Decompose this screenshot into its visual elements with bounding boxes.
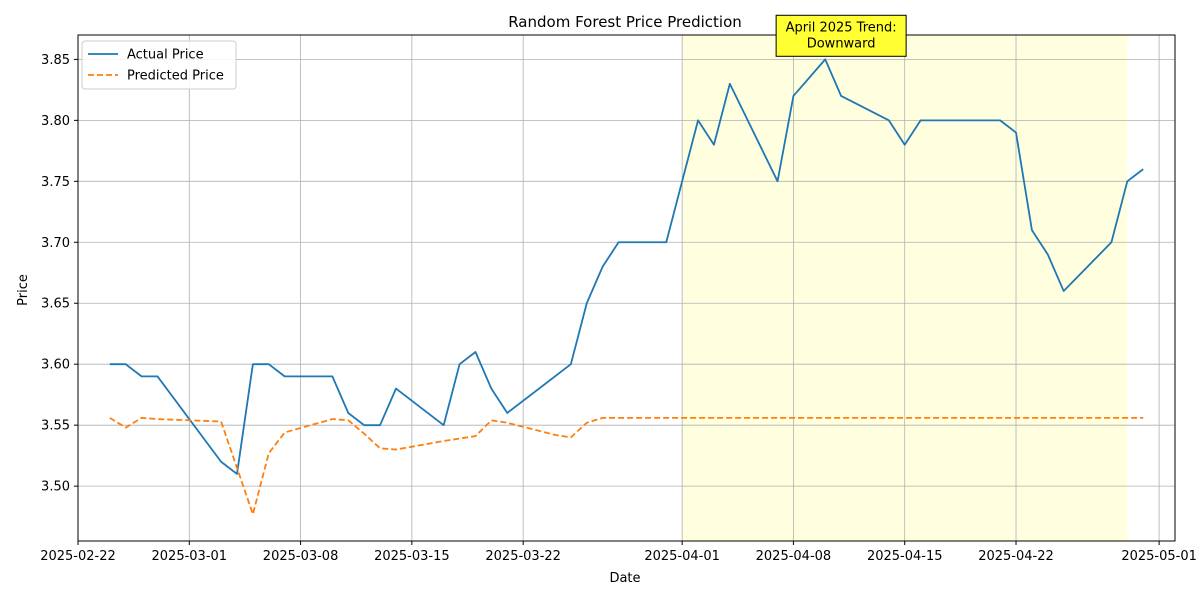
x-tick-label: 2025-04-15 bbox=[867, 549, 943, 564]
y-axis-label: Price bbox=[16, 274, 31, 306]
actual-price-line bbox=[109, 58, 1144, 475]
legend-label-actual: Actual Price bbox=[127, 48, 204, 63]
series-layer bbox=[109, 58, 1144, 516]
tick-layer: 2025-02-22 2025-03-01 2025-03-08 2025-03-15… bbox=[40, 53, 1197, 564]
y-tick-label: 3.85 bbox=[41, 53, 70, 68]
legend-label-predicted: Predicted Price bbox=[127, 69, 224, 84]
x-tick-label: 2025-04-08 bbox=[756, 549, 832, 564]
plot-frame bbox=[77, 34, 1176, 542]
annotation-line-2: Downward bbox=[807, 36, 876, 51]
x-tick-label: 2025-03-15 bbox=[374, 549, 450, 564]
x-axis-label: Date bbox=[609, 571, 640, 586]
legend: Actual Price Predicted Price bbox=[81, 40, 237, 90]
x-tick-label: 2025-03-22 bbox=[485, 549, 561, 564]
x-tick-label: 2025-04-01 bbox=[644, 549, 720, 564]
y-tick-label: 3.70 bbox=[41, 236, 70, 251]
annotation-box bbox=[775, 14, 907, 57]
x-tick-label: 2025-03-08 bbox=[263, 549, 339, 564]
y-tick-label: 3.60 bbox=[41, 358, 70, 373]
y-tick-label: 3.75 bbox=[41, 175, 70, 190]
y-tick-label: 3.80 bbox=[41, 114, 70, 129]
y-tick-label: 3.50 bbox=[41, 480, 70, 495]
x-tick-label: 2025-04-22 bbox=[978, 549, 1054, 564]
x-tick-label: 2025-03-01 bbox=[152, 549, 228, 564]
annotation-line-1: April 2025 Trend: bbox=[786, 20, 897, 35]
legend-box bbox=[81, 40, 237, 90]
predicted-price-line bbox=[109, 416, 1144, 516]
chart-title: Random Forest Price Prediction bbox=[508, 13, 742, 31]
y-tick-label: 3.65 bbox=[41, 297, 70, 312]
trend-annotation: April 2025 Trend: Downward bbox=[775, 14, 907, 57]
y-tick-label: 3.55 bbox=[41, 419, 70, 434]
x-tick-label: 2025-02-22 bbox=[40, 549, 116, 564]
x-tick-label: 2025-05-01 bbox=[1121, 549, 1197, 564]
